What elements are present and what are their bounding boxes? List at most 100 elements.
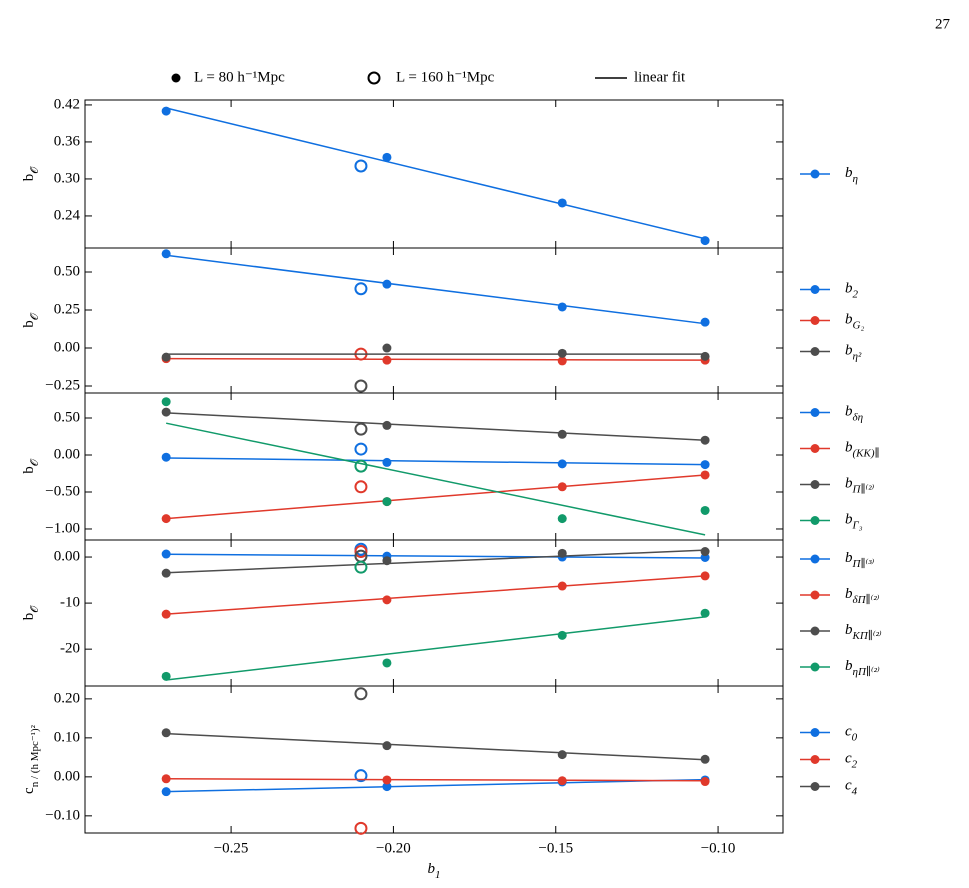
x-tick-label: −0.10 [701, 840, 736, 856]
point [161, 397, 171, 407]
legend-open-marker [367, 71, 381, 85]
legend-label: bη [845, 165, 858, 184]
y-tick-label: -20 [60, 641, 80, 657]
point [382, 497, 392, 507]
open-point [354, 442, 368, 456]
fit-line [165, 107, 706, 240]
point [557, 429, 567, 439]
point [557, 348, 567, 358]
point [557, 198, 567, 208]
legend-label: bηΠ∥⁽²⁾ [845, 658, 880, 677]
fit-line [166, 412, 706, 441]
legend-label: bG₂ [845, 312, 864, 331]
y-tick-label: 0.00 [54, 446, 80, 462]
open-point [354, 545, 368, 559]
legend-label: bΠ∥⁽²⁾ [845, 476, 875, 495]
fit-line [166, 357, 706, 361]
point [557, 482, 567, 492]
point [557, 302, 567, 312]
point [557, 776, 567, 786]
open-point [354, 282, 368, 296]
y-axis-label: b𝒪 [21, 166, 40, 182]
legend-marker [810, 516, 820, 525]
legend-marker [810, 626, 820, 636]
point [700, 236, 710, 246]
point [382, 457, 392, 467]
open-point [354, 480, 368, 494]
y-tick-label: 0.00 [54, 548, 80, 564]
legend-marker [810, 480, 820, 489]
y-tick-label: 0.50 [54, 263, 80, 279]
y-tick-label: −0.50 [45, 483, 80, 499]
open-point [354, 769, 368, 783]
legend-label: bδη [845, 404, 863, 423]
point [382, 775, 392, 785]
point [557, 630, 567, 640]
point [382, 343, 392, 353]
open-point [354, 159, 368, 173]
point [557, 548, 567, 558]
x-axis-label: b1 [428, 861, 441, 880]
legend-label: bKΠ∥⁽²⁾ [845, 622, 882, 641]
legend-label: c2 [845, 751, 858, 770]
legend-marker [810, 728, 820, 737]
point [557, 459, 567, 469]
y-tick-label: 0.42 [54, 96, 80, 112]
open-point [354, 459, 368, 473]
y-axis-label: b𝒪 [21, 458, 40, 474]
fit-line [166, 457, 706, 466]
legend-label: linear fit [634, 69, 686, 85]
point [700, 777, 710, 787]
point [161, 609, 171, 619]
point [557, 514, 567, 524]
fit-line [166, 422, 706, 536]
y-axis-label: cn / (h Mpc⁻¹)² [21, 724, 40, 794]
y-tick-label: 0.30 [54, 170, 80, 186]
point [382, 355, 392, 365]
point [161, 352, 171, 362]
point [700, 608, 710, 618]
x-tick-label: −0.15 [538, 840, 573, 856]
y-tick-label: 0.20 [54, 690, 80, 706]
legend-marker [810, 554, 820, 564]
legend-marker [810, 444, 820, 453]
point [700, 317, 710, 327]
point [382, 556, 392, 566]
point [161, 774, 171, 784]
legend-marker [810, 590, 820, 600]
legend-marker [810, 408, 820, 417]
y-tick-label: 0.00 [54, 768, 80, 784]
legend-label: c4 [845, 778, 858, 797]
open-point [354, 379, 368, 393]
point [557, 750, 567, 760]
point [700, 571, 710, 581]
legend-label: L = 160 h⁻¹Mpc [396, 69, 495, 85]
y-tick-label: 0.36 [54, 133, 81, 149]
legend-label: bη² [845, 343, 862, 362]
legend-filled-marker [171, 73, 181, 83]
open-point [354, 560, 368, 574]
x-tick-label: −0.25 [214, 840, 249, 856]
point [161, 787, 171, 797]
y-tick-label: −1.00 [45, 520, 80, 536]
legend-marker [810, 347, 820, 356]
legend-label: c0 [845, 724, 858, 743]
point [161, 249, 171, 259]
point [161, 568, 171, 578]
legend-label: bδΠ∥⁽²⁾ [845, 586, 880, 605]
y-tick-label: −0.10 [45, 807, 80, 823]
open-point [354, 422, 368, 436]
point [557, 581, 567, 591]
point [161, 671, 171, 681]
fit-line [166, 549, 706, 574]
y-axis-label: b𝒪 [21, 605, 40, 621]
page-number: 27 [935, 16, 951, 32]
fit-line [166, 553, 706, 559]
point [700, 351, 710, 361]
legend-label: bΓ₃ [845, 512, 863, 531]
point [382, 741, 392, 751]
plot-frame [84, 685, 784, 834]
legend-marker [810, 662, 820, 672]
y-tick-label: −0.25 [45, 377, 80, 393]
